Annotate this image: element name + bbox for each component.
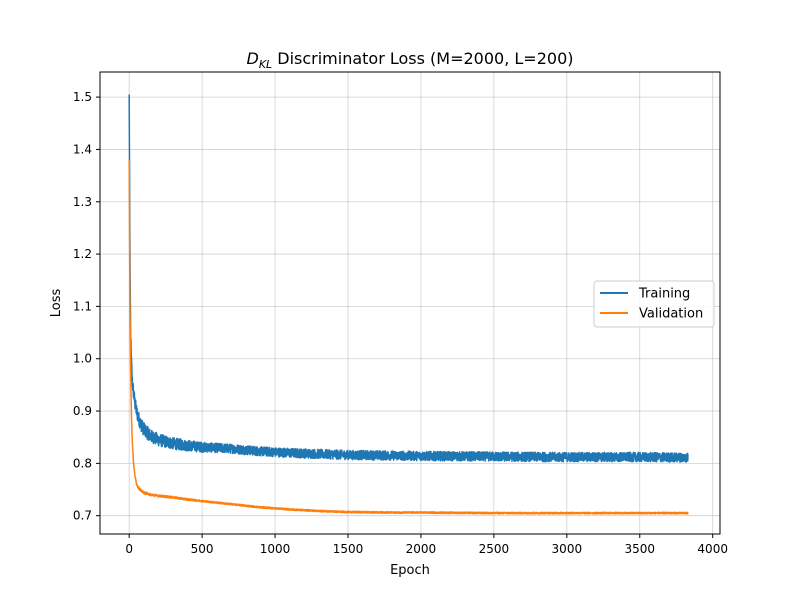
y-axis-ticks: 0.7 0.8 0.9 1.0 1.1 1.2 1.3 1.4 1.5 [73,90,100,523]
y-tick-label: 1.0 [73,352,92,366]
y-tick-label: 0.7 [73,509,92,523]
grid-lines [100,72,720,534]
title-subscript: KL [259,58,272,71]
x-tick-label: 1500 [333,542,364,556]
x-tick-label: 2000 [406,542,437,556]
plot-frame [99,71,721,535]
x-tick-label: 0 [125,542,133,556]
x-axis-label: Epoch [390,563,430,578]
chart-title: DKL Discriminator Loss (M=2000, L=200) [246,49,573,71]
y-tick-label: 1.2 [73,247,92,261]
x-tick-label: 3500 [624,542,655,556]
y-tick-label: 1.3 [73,195,92,209]
x-tick-label: 2500 [479,542,510,556]
legend: Training Validation [593,280,715,328]
y-tick-label: 0.8 [73,456,92,470]
legend-label: Training [638,287,690,302]
x-tick-label: 500 [191,542,214,556]
y-tick-label: 1.4 [73,142,92,156]
x-tick-label: 3000 [552,542,583,556]
x-tick-label: 1000 [260,542,291,556]
y-tick-label: 0.9 [73,404,92,418]
title-main: D [246,49,258,68]
legend-label: Validation [639,307,703,322]
y-tick-label: 1.1 [73,299,92,313]
series-lines [128,94,689,515]
series-line-validation [128,159,689,515]
series-line-training [128,94,689,463]
y-tick-label: 1.5 [73,90,92,104]
y-axis-label: Loss [49,289,64,318]
x-tick-label: 4000 [697,542,728,556]
title-rest: Discriminator Loss (M=2000, L=200) [272,49,573,68]
x-axis-ticks: 0 500 1000 1500 2000 2500 3000 3500 4000 [125,534,728,556]
